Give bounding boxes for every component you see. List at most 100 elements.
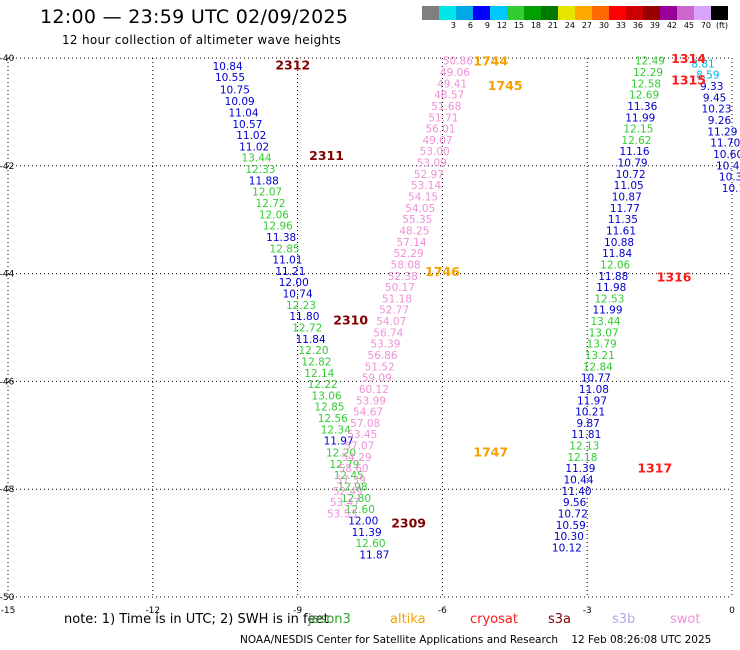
pass-time-label: 2311 [309,148,344,163]
wave-height-value: 8.81 [691,58,714,70]
wave-height-value: 11.77 [610,203,640,215]
wave-height-value: 10.75 [220,84,250,96]
color-scale-cell [711,6,728,20]
page-subtitle: 12 hour collection of altimeter wave hei… [62,33,341,47]
wave-height-value: 9.26 [708,115,732,127]
color-scale-label: 24 [564,21,575,30]
color-scale-label: 21 [547,21,558,30]
wave-height-value: 10.79 [618,158,648,170]
wave-height-value: 12.79 [329,459,359,471]
wave-height-value: 49.06 [440,67,470,79]
wave-height-value: 11.29 [707,126,737,138]
pass-time-label: 2310 [333,312,368,327]
wave-height-value: 12.07 [252,187,282,199]
color-scale-cell [541,6,558,20]
legend-jason3: jason3 [308,612,351,627]
wave-height-value: 13.79 [587,339,617,351]
color-scale-cell [643,6,660,20]
wave-height-value: 12.45 [334,470,364,482]
wave-height-value: 11.84 [296,334,326,346]
wave-height-value: 51.52 [365,361,395,373]
color-scale-label: 18 [530,21,541,30]
wave-height-value: 12.23 [286,300,316,312]
wave-height-value: 49.07 [423,135,453,147]
wave-height-value: 10.09 [225,96,255,108]
wave-height-value: 12.72 [256,198,286,210]
pass-time-label: 1745 [488,78,523,93]
wave-height-value: 11.70 [710,138,740,150]
wave-height-value: 12.80 [341,493,371,505]
color-scale-label: 27 [581,21,592,30]
wave-height-value: 57.07 [344,441,374,453]
wave-height-value: 10.77 [581,373,611,385]
wave-height-value: 11.08 [579,384,609,396]
y-tick-label: -42 [0,162,14,172]
wave-height-value: 10.18 [722,183,740,195]
wave-height-value: 11.04 [229,107,259,119]
x-tick-label: -15 [1,606,16,616]
wave-height-value: 12.22 [308,379,338,391]
y-tick-label: -48 [0,485,15,495]
wave-height-value: 53.47 [330,497,360,509]
wave-height-value: 57.08 [350,418,380,430]
color-scale-cell [439,6,456,20]
wave-height-value: 52.29 [394,248,424,260]
wave-height-value: 12.56 [318,413,348,425]
wave-height-value: 11.61 [606,225,636,237]
color-scale-cell [575,6,592,20]
wave-height-value: 12.58 [631,78,661,90]
pass-time-label: 1746 [425,264,460,279]
wave-height-value: 12.33 [245,164,275,176]
wave-height-value: 13.44 [591,316,621,328]
pass-time-label: 1747 [473,444,508,459]
pass-time-label: 2312 [275,57,310,72]
wave-height-value: 10.49 [716,160,740,172]
color-scale-cell [456,6,473,20]
wave-height-value: 12.85 [270,243,300,255]
wave-height-value: 12.06 [259,209,289,221]
color-scale-cell [507,6,524,20]
legend-s3a: s3a [548,612,572,627]
footer-note: note: 1) Time is in UTC; 2) SWH is in fe… [64,612,329,627]
wave-height-value: 12.60 [355,538,385,550]
wave-height-value: 11.02 [239,141,269,153]
color-scale-label: 36 [632,21,643,30]
wave-height-value: 9.33 [700,81,723,93]
wave-height-value: 10.30 [554,531,584,543]
wave-height-value: 12.15 [623,124,653,136]
wave-height-value: 12.29 [633,67,663,79]
color-scale-cell [524,6,541,20]
wave-height-value: 12.34 [321,424,351,436]
wave-height-value: 12.96 [263,221,293,233]
wave-height-value: 10.72 [558,508,588,520]
wave-height-value: 54.07 [376,316,406,328]
wave-height-value: 9.45 [703,92,726,104]
wave-height-value: 53.45 [347,429,377,441]
wave-height-value: 13.21 [585,350,615,362]
page-title: 12:00 — 23:59 UTC 02/09/2025 [40,6,349,28]
pass-time-label: 1316 [657,269,692,284]
color-scale-label: 3 [450,21,456,30]
wave-height-value: 50.17 [385,282,415,294]
wave-height-value: 10.23 [702,104,732,116]
wave-height-value: 53.99 [356,395,386,407]
wave-height-value: 12.72 [292,323,322,335]
pass-time-label: 1317 [637,461,672,476]
wave-height-value: 11.80 [289,311,319,323]
color-scale-labels: 3 6 9 12 15 18 21 24 27 30 33 36 39 42 45 70 (ft) [422,21,728,33]
wave-height-value: 11.21 [275,266,305,278]
wave-height-value: 12.49 [635,56,665,68]
wave-height-value: 53.00 [420,146,450,158]
wave-height-value: 12.84 [583,361,613,373]
tick-labels: -15 -12 -9 -6 -3 0 -40 -42 -44 -46 -48 -50 [0,54,735,616]
color-scale-cell [592,6,609,20]
wave-height-value: 11.84 [602,248,632,260]
wave-height-value: 10.21 [575,407,605,419]
wave-height-value: 11.97 [577,395,607,407]
wave-height-value: 10.57 [232,119,262,131]
color-scale-cell [609,6,626,20]
wave-height-value: 10.59 [556,520,586,532]
color-scale-label: 12 [496,21,507,30]
legend-swot: swot [670,612,701,627]
